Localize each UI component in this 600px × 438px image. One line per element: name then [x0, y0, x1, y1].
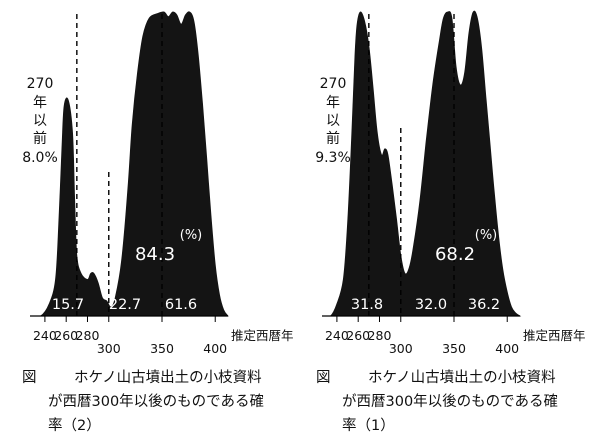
unit-label: (%): [180, 228, 203, 243]
segment-label-3: 61.6: [165, 297, 197, 313]
x-tick-label-280: 280: [76, 328, 100, 343]
annotation-line-2: 年: [33, 95, 47, 111]
x-axis-label: 推定西暦年: [523, 328, 586, 343]
caption-line-2: が西暦300年以後のものである確: [48, 394, 265, 410]
caption-label: 図: [316, 370, 331, 386]
caption-label: 図: [22, 370, 37, 386]
segment-label-3: 36.2: [468, 297, 500, 313]
segment-label-1: 15.7: [52, 297, 84, 313]
caption-line-1: ホケノ山古墳出土の小枝資料: [368, 370, 556, 386]
x-tick-label-240: 240: [325, 328, 349, 343]
x-tick-label-240: 240: [33, 328, 57, 343]
segment-label-2: 22.7: [109, 297, 141, 313]
x-axis-label: 推定西暦年: [231, 328, 294, 343]
annotation-line-1: 270: [27, 76, 54, 92]
density-area: [29, 11, 229, 317]
caption-line-3: 率（1）: [342, 418, 395, 434]
main-percentage-label: 68.2: [435, 244, 475, 265]
annotation-line-3: 以: [33, 113, 47, 129]
annotation-line-2: 年: [326, 95, 340, 111]
caption-line-1: ホケノ山古墳出土の小枝資料: [74, 370, 262, 386]
caption-line-3: 率（2）: [48, 418, 101, 434]
segment-label-1: 31.8: [351, 297, 383, 313]
x-tick-label-260: 260: [346, 328, 370, 343]
x-tick-label-300: 300: [389, 341, 413, 356]
annotation-line-3: 以: [326, 113, 340, 129]
figure-caption-right: 図 ホケノ山古墳出土の小枝資料 が西暦300年以後のものである確 率（1）: [316, 366, 558, 438]
annotation-line-1: 270: [320, 76, 347, 92]
segment-label-2: 32.0: [415, 297, 447, 313]
annotation-line-4: 前: [326, 130, 340, 147]
x-tick-label-300: 300: [97, 341, 121, 356]
x-tick-label-260: 260: [54, 328, 78, 343]
x-tick-label-350: 350: [150, 341, 174, 356]
density-area: [321, 10, 522, 317]
main-percentage-label: 84.3: [135, 244, 175, 265]
annotation-line-5: 8.0%: [22, 150, 58, 166]
caption-line-2: が西暦300年以後のものである確: [342, 394, 559, 410]
figure-caption-left: 図 ホケノ山古墳出土の小枝資料 が西暦300年以後のものである確 率（2）: [22, 366, 264, 438]
x-tick-label-350: 350: [442, 341, 466, 356]
unit-label: (%): [475, 228, 498, 243]
annotation-line-5: 9.3%: [315, 150, 351, 166]
annotation-line-4: 前: [33, 130, 47, 147]
x-tick-label-280: 280: [368, 328, 392, 343]
x-tick-label-400: 400: [203, 341, 227, 356]
x-tick-label-400: 400: [495, 341, 519, 356]
